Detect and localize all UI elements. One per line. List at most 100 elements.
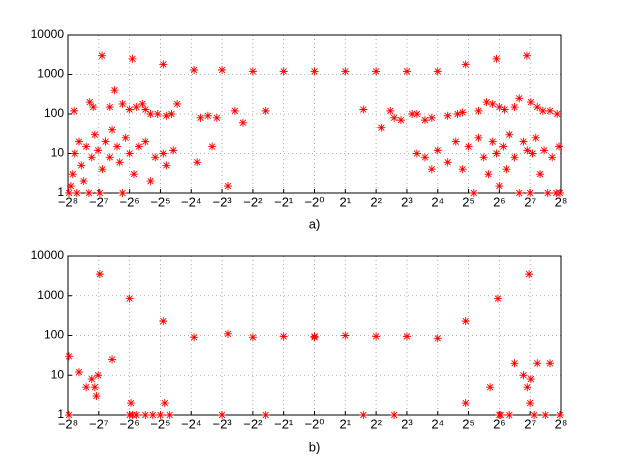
y-tick-label: 10000 xyxy=(31,27,65,41)
point xyxy=(433,146,442,155)
point xyxy=(493,294,502,303)
point xyxy=(77,161,86,170)
point xyxy=(95,189,104,197)
point xyxy=(474,133,483,142)
x-tick-label: −2¹ xyxy=(274,416,294,431)
x-tick-label: −2⁵ xyxy=(150,416,170,431)
y-tick-label: 1 xyxy=(57,407,64,421)
point xyxy=(74,137,83,146)
x-tick-label: 2³ xyxy=(401,416,413,431)
point xyxy=(141,411,150,419)
point xyxy=(208,142,217,151)
point xyxy=(555,189,564,197)
x-tick-label: −2⁵ xyxy=(150,194,170,209)
point xyxy=(95,270,104,279)
point xyxy=(132,411,141,419)
point xyxy=(162,161,171,170)
point xyxy=(121,133,130,142)
point xyxy=(128,54,137,63)
axes-frame xyxy=(67,255,562,416)
point xyxy=(87,375,96,384)
x-tick-label: −2³ xyxy=(212,416,232,431)
point xyxy=(108,125,117,134)
point xyxy=(523,146,532,155)
x-tick-label: −2¹ xyxy=(274,194,294,209)
point xyxy=(443,158,452,167)
point xyxy=(141,105,150,114)
point xyxy=(146,177,155,186)
point xyxy=(495,103,504,112)
point xyxy=(408,110,417,118)
point xyxy=(525,270,534,279)
point xyxy=(530,411,539,419)
point xyxy=(148,411,157,419)
plot-area xyxy=(68,35,561,193)
point xyxy=(118,189,127,197)
point xyxy=(526,98,535,107)
point xyxy=(505,130,514,139)
x-tick-label: −2² xyxy=(243,416,263,431)
x-tick-label: 2⁸ xyxy=(555,194,568,209)
point xyxy=(519,371,528,380)
point xyxy=(469,189,478,197)
point xyxy=(486,383,495,392)
point xyxy=(458,165,467,174)
x-tick-label: 2⁴ xyxy=(431,194,444,209)
point xyxy=(113,142,122,151)
point xyxy=(533,359,542,368)
point xyxy=(519,137,528,146)
point xyxy=(482,98,491,107)
x-tick-label: 2¹ xyxy=(340,416,352,431)
point xyxy=(488,99,497,108)
point xyxy=(372,332,381,341)
point xyxy=(127,399,136,408)
point xyxy=(94,146,103,155)
point xyxy=(141,137,150,146)
point xyxy=(230,106,239,115)
point xyxy=(420,116,429,125)
point xyxy=(92,392,101,401)
point xyxy=(223,329,232,338)
point xyxy=(515,94,524,103)
point xyxy=(65,352,74,361)
point xyxy=(427,165,436,174)
x-tick-label: −2⁶ xyxy=(120,194,140,209)
point xyxy=(433,334,442,343)
point xyxy=(377,123,386,132)
point xyxy=(397,116,406,125)
point xyxy=(528,149,537,158)
point xyxy=(85,98,94,107)
x-tick-label: −2⁶ xyxy=(120,416,140,431)
point xyxy=(165,411,174,419)
x-tick-label: 2⁸ xyxy=(555,416,568,431)
y-tick-label: 10000 xyxy=(31,248,65,262)
point xyxy=(218,411,227,419)
point xyxy=(98,165,107,174)
x-tick-label: 2⁶ xyxy=(493,416,506,431)
point xyxy=(160,399,169,408)
point xyxy=(108,355,117,364)
point xyxy=(218,65,227,74)
point xyxy=(156,411,165,419)
point xyxy=(125,105,134,114)
point xyxy=(193,158,202,167)
point xyxy=(169,146,178,155)
point xyxy=(526,189,535,197)
point xyxy=(66,182,75,191)
point xyxy=(453,110,462,118)
x-tick-label: 2⁵ xyxy=(462,194,475,209)
y-tick-label: 100 xyxy=(44,106,64,120)
point xyxy=(536,170,545,179)
point xyxy=(138,99,147,108)
point xyxy=(461,399,470,408)
point xyxy=(372,67,381,76)
point xyxy=(68,170,77,179)
point xyxy=(492,54,501,63)
x-tick-label: 2⁷ xyxy=(524,194,536,209)
point xyxy=(151,153,160,162)
point xyxy=(541,411,550,419)
x-tick-label: −2² xyxy=(243,194,263,209)
x-tick-label: −2⁷ xyxy=(89,416,109,431)
point xyxy=(82,383,91,392)
